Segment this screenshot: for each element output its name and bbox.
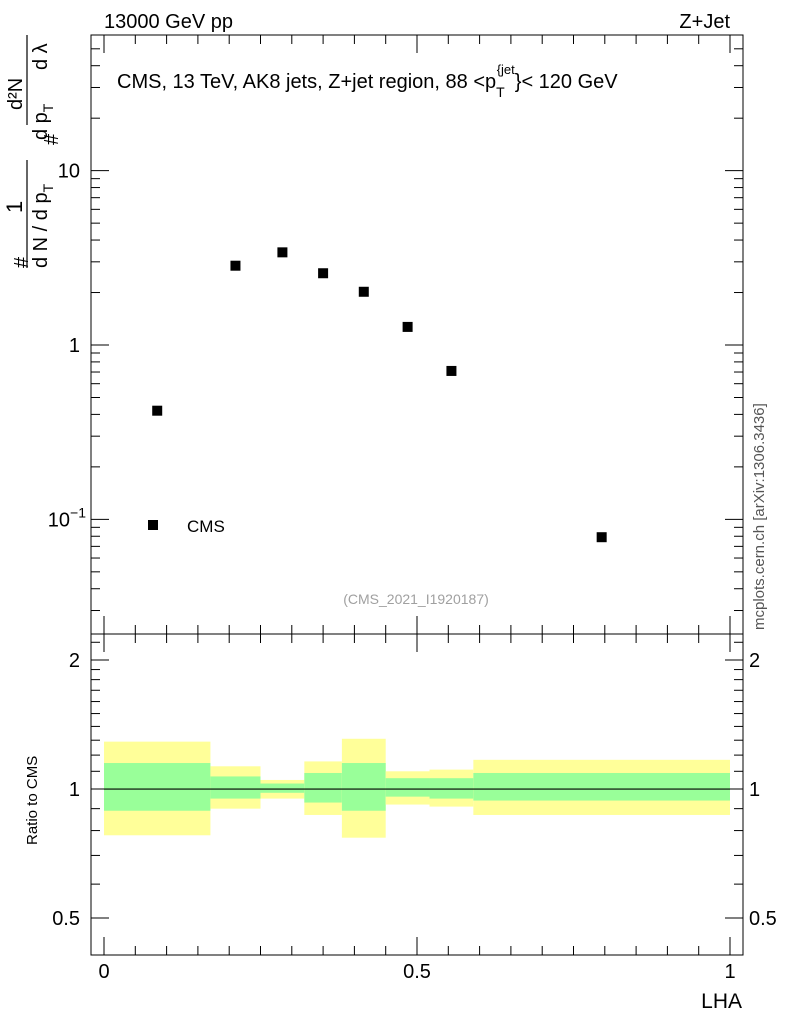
ratio-y-tick-label-right: 1 <box>749 779 760 801</box>
ylabel-hash2: # <box>41 133 63 145</box>
ylabel-den: d N / d pT <box>30 183 56 268</box>
ratio-y-tick-label-left: 1 <box>69 779 80 801</box>
main-axis-ticks <box>91 34 743 634</box>
data-point-cms <box>402 321 413 332</box>
ratio-y-tick-label-left: 0.5 <box>52 908 80 930</box>
ratio-band-stat <box>385 778 430 797</box>
ratio-band-stat <box>260 783 305 793</box>
x-axis-label: LHA <box>701 990 742 1013</box>
data-point-cms <box>358 286 369 297</box>
main-title-sup: {jet <box>497 62 515 77</box>
main-y-tick-label: 10 <box>58 161 80 183</box>
ratio-band-stat <box>210 776 261 799</box>
main-y-tick-labels: 10−1 1 10 <box>48 161 86 532</box>
main-title-suffix: }< 120 GeV <box>515 71 619 93</box>
ylabel-d2n: d²N <box>5 78 27 110</box>
ratio-y-tick-label-right: 2 <box>749 650 760 672</box>
header-left: 13000 GeV pp <box>104 11 233 33</box>
main-title-prefix: CMS, 13 TeV, AK8 jets, Z+jet region, 88 … <box>117 71 496 93</box>
main-y-axis-label: # 1 d N / d pT # d²N d pT d λ <box>2 35 63 268</box>
main-plot-frame <box>90 34 744 635</box>
main-title-sub: T <box>496 84 505 100</box>
data-point-cms <box>446 365 457 376</box>
ylabel-dpt: d pT <box>30 103 56 140</box>
x-tick-label: 1 <box>724 961 735 983</box>
ratio-y-axis-label: Ratio to CMS <box>24 756 41 845</box>
ratio-y-tick-label-left: 2 <box>69 650 80 672</box>
ratio-band-stat <box>304 772 342 803</box>
data-point-cms <box>318 268 329 279</box>
main-y-tick-label: 1 <box>69 335 80 357</box>
ratio-y-tick-label-right: 0.5 <box>749 908 777 930</box>
legend-marker <box>148 520 158 530</box>
ratio-y-tick-labels: 0.5 0.5 1 1 2 2 <box>52 650 777 930</box>
data-point-cms <box>152 405 163 416</box>
ylabel-dlam: d λ <box>30 43 52 70</box>
main-data-points <box>152 247 607 543</box>
data-point-cms <box>277 247 288 258</box>
legend-label: CMS <box>187 517 225 536</box>
watermark: (CMS_2021_I1920187) <box>343 591 489 607</box>
data-point-extra <box>596 532 607 543</box>
ratio-bands <box>104 738 730 838</box>
main-y-tick-label: 10−1 <box>48 504 86 531</box>
x-tick-label: 0 <box>98 961 109 983</box>
header-right: Z+Jet <box>679 11 730 33</box>
x-tick-label: 0.5 <box>403 961 431 983</box>
ratio-band-stat <box>429 778 474 799</box>
ylabel-one: 1 <box>2 201 27 213</box>
ratio-band-stat <box>104 763 211 811</box>
x-tick-labels: 0 0.5 1 <box>98 961 735 983</box>
ratio-band-stat <box>473 772 730 801</box>
main-title: CMS, 13 TeV, AK8 jets, Z+jet region, 88 … <box>117 62 618 100</box>
ratio-axis-ticks <box>91 634 743 955</box>
ratio-band-stat <box>341 763 386 811</box>
side-label: mcplots.cern.ch [arXiv:1306.3436] <box>751 403 768 630</box>
data-point-cms <box>230 260 241 271</box>
